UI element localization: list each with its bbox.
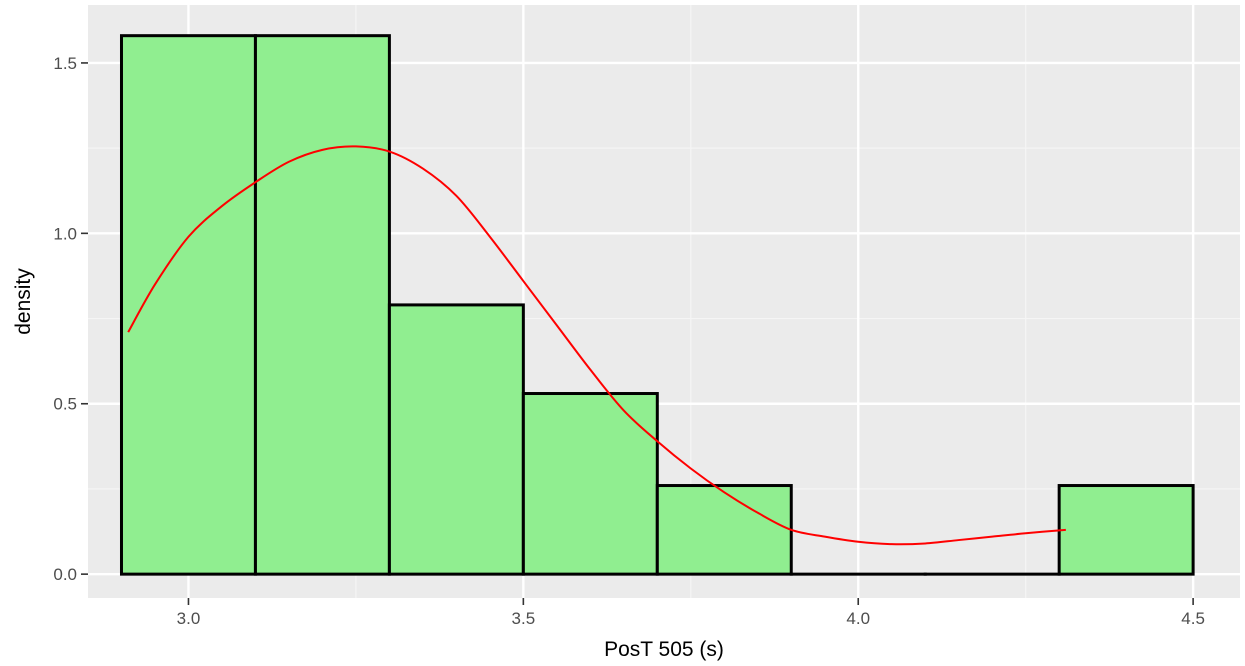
y-axis: 0.0 0.5 1.0 1.5 <box>53 54 88 584</box>
y-axis-title: density <box>12 268 35 335</box>
y-tick-label: 0.5 <box>53 395 77 414</box>
histogram-bar <box>655 484 793 576</box>
histogram-bar <box>253 34 391 576</box>
histogram-bar <box>1057 484 1195 576</box>
y-tick-label: 0.0 <box>53 565 77 584</box>
x-tick-label: 4.0 <box>846 609 870 628</box>
x-tick-label: 3.0 <box>177 609 201 628</box>
histogram-bar <box>119 34 257 576</box>
density-curve <box>127 145 1066 546</box>
histogram-bar <box>387 303 525 576</box>
x-tick-label: 4.5 <box>1181 609 1205 628</box>
x-axis-title: PosT 505 (s) <box>604 638 724 661</box>
x-tick-label: 3.5 <box>512 609 536 628</box>
y-tick-label: 1.0 <box>53 224 77 243</box>
y-tick-label: 1.5 <box>53 54 77 73</box>
x-axis: 3.0 3.5 4.0 4.5 <box>177 598 1205 628</box>
histogram-bar <box>521 392 659 576</box>
